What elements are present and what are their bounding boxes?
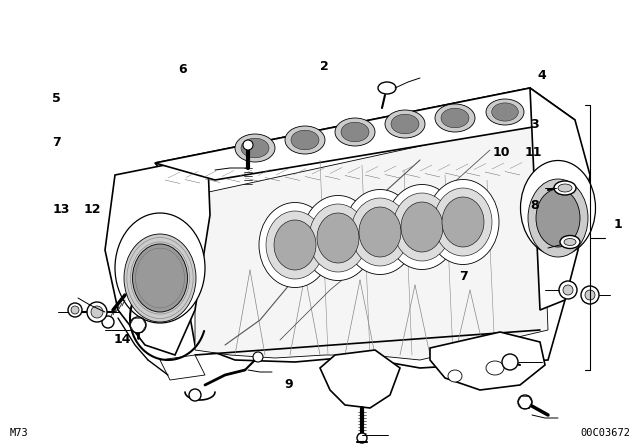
Ellipse shape <box>441 108 469 128</box>
Ellipse shape <box>401 202 443 252</box>
Ellipse shape <box>124 234 196 322</box>
Text: 13: 13 <box>52 203 70 216</box>
Circle shape <box>563 285 573 295</box>
Ellipse shape <box>391 114 419 134</box>
Ellipse shape <box>259 202 331 288</box>
Polygon shape <box>160 355 205 380</box>
Text: 1: 1 <box>613 217 622 231</box>
Ellipse shape <box>393 193 451 261</box>
Text: 7: 7 <box>52 136 61 149</box>
Text: 12: 12 <box>83 203 100 216</box>
Text: 00C03672: 00C03672 <box>580 428 630 438</box>
Circle shape <box>189 389 201 401</box>
Text: 14: 14 <box>114 333 131 346</box>
Ellipse shape <box>341 122 369 142</box>
Circle shape <box>68 303 82 317</box>
Polygon shape <box>195 120 548 360</box>
Ellipse shape <box>386 185 458 270</box>
Polygon shape <box>530 88 590 310</box>
Ellipse shape <box>448 370 462 382</box>
Ellipse shape <box>486 361 504 375</box>
Ellipse shape <box>335 118 375 146</box>
Ellipse shape <box>554 181 576 195</box>
Text: 11: 11 <box>525 146 542 159</box>
Circle shape <box>87 302 107 322</box>
Ellipse shape <box>351 198 409 266</box>
Polygon shape <box>155 88 565 368</box>
Circle shape <box>585 290 595 300</box>
Ellipse shape <box>241 138 269 158</box>
Text: 9: 9 <box>285 378 293 391</box>
Ellipse shape <box>492 103 518 121</box>
Ellipse shape <box>235 134 275 162</box>
Ellipse shape <box>536 189 580 247</box>
Ellipse shape <box>560 236 580 249</box>
Circle shape <box>357 433 367 443</box>
Ellipse shape <box>291 130 319 150</box>
Text: 2: 2 <box>320 60 329 73</box>
Ellipse shape <box>317 213 359 263</box>
Text: M73: M73 <box>10 428 29 438</box>
Circle shape <box>581 286 599 304</box>
Ellipse shape <box>285 126 325 154</box>
Ellipse shape <box>378 82 396 94</box>
Ellipse shape <box>309 204 367 272</box>
Text: 10: 10 <box>493 146 510 159</box>
Text: 3: 3 <box>530 118 538 131</box>
Ellipse shape <box>115 213 205 323</box>
Text: 7: 7 <box>460 270 468 284</box>
Ellipse shape <box>528 179 588 257</box>
Ellipse shape <box>427 180 499 264</box>
Circle shape <box>71 306 79 314</box>
Circle shape <box>559 281 577 299</box>
Ellipse shape <box>520 160 595 255</box>
Polygon shape <box>430 332 545 390</box>
Ellipse shape <box>302 195 374 280</box>
Circle shape <box>253 352 263 362</box>
Ellipse shape <box>132 244 188 312</box>
Polygon shape <box>320 350 400 408</box>
Circle shape <box>243 140 253 150</box>
Ellipse shape <box>385 110 425 138</box>
Circle shape <box>518 395 532 409</box>
Circle shape <box>102 316 114 328</box>
Ellipse shape <box>359 207 401 257</box>
Text: 5: 5 <box>52 92 61 105</box>
Ellipse shape <box>442 197 484 247</box>
Polygon shape <box>105 155 210 355</box>
Ellipse shape <box>558 184 572 192</box>
Ellipse shape <box>266 211 324 279</box>
Ellipse shape <box>486 99 524 125</box>
Text: 8: 8 <box>530 198 538 212</box>
Ellipse shape <box>435 104 475 132</box>
Circle shape <box>502 354 518 370</box>
Polygon shape <box>155 88 575 180</box>
Ellipse shape <box>344 190 416 275</box>
Ellipse shape <box>564 238 576 246</box>
Text: 6: 6 <box>178 63 186 76</box>
Text: 4: 4 <box>538 69 547 82</box>
Ellipse shape <box>434 188 492 256</box>
Circle shape <box>130 317 146 333</box>
Ellipse shape <box>274 220 316 270</box>
Circle shape <box>91 306 103 318</box>
